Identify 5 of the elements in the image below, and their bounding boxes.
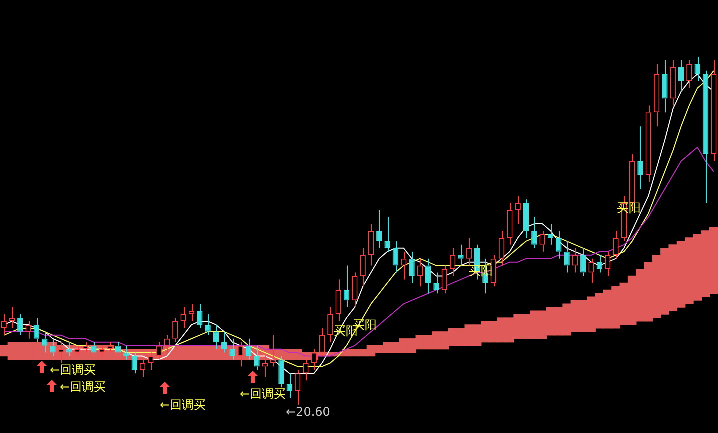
annotation: ←回调买 [240, 387, 286, 401]
annotation: ←回调买 [60, 380, 106, 394]
annotation: ←回调买 [50, 363, 96, 377]
annotation: ←回调买 [160, 398, 206, 412]
annotation: ←20.60 [286, 405, 330, 419]
